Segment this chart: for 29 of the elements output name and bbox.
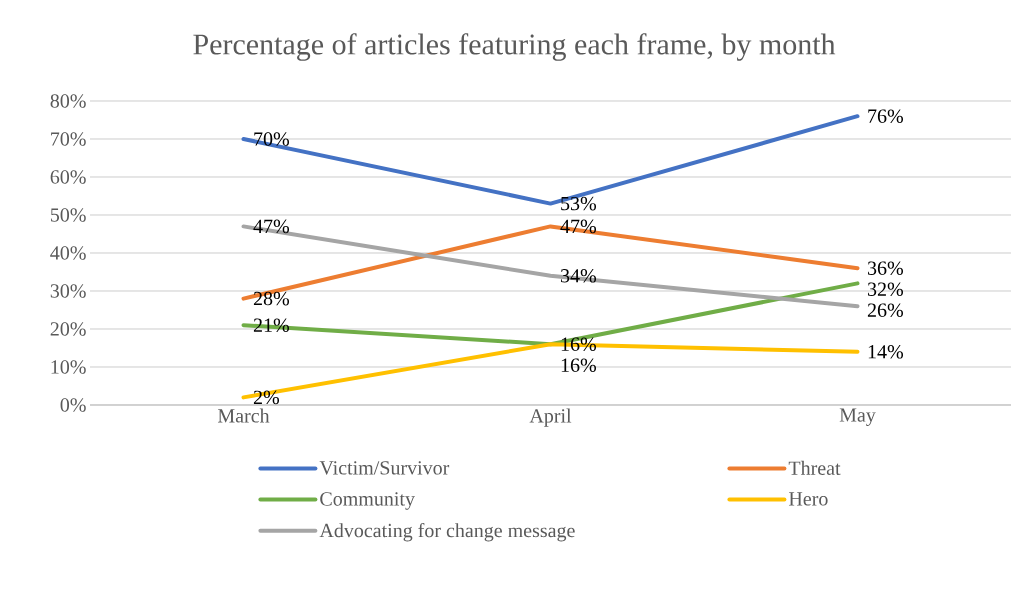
- data-label: 32%: [867, 282, 904, 296]
- data-label: 36%: [867, 261, 904, 275]
- x-tick-label: April: [529, 408, 572, 427]
- data-label: 53%: [561, 196, 597, 211]
- y-tick-label: 20%: [50, 322, 86, 336]
- y-tick-label: 50%: [50, 208, 86, 222]
- y-tick-label: 80%: [50, 94, 86, 108]
- y-tick-label: 0%: [60, 398, 86, 412]
- data-label: 26%: [867, 303, 904, 317]
- data-label: 16%: [561, 358, 597, 372]
- y-tick-label: 30%: [50, 284, 86, 298]
- data-label: 14%: [868, 345, 904, 359]
- data-label: 28%: [253, 291, 290, 306]
- data-label: 70%: [254, 132, 290, 146]
- legend-label: Hero: [788, 492, 828, 506]
- legend-label: Advocating for change message: [319, 522, 575, 542]
- y-tick-label: 40%: [50, 246, 86, 260]
- legend-label: Threat: [788, 460, 841, 475]
- y-tick-label: 10%: [51, 360, 86, 374]
- x-tick-label: May: [839, 408, 876, 426]
- data-label: 47%: [253, 219, 290, 234]
- x-tick-label: March: [217, 408, 270, 423]
- data-label: 76%: [868, 109, 904, 123]
- data-label: 34%: [560, 269, 597, 283]
- legend-label: Community: [320, 492, 415, 510]
- y-tick-label: 70%: [51, 132, 86, 146]
- chart-title: Percentage of articles featuring each frame, by month: [193, 33, 836, 61]
- legend-label: Victim/Survivor: [319, 461, 450, 475]
- y-tick-label: 60%: [50, 170, 86, 184]
